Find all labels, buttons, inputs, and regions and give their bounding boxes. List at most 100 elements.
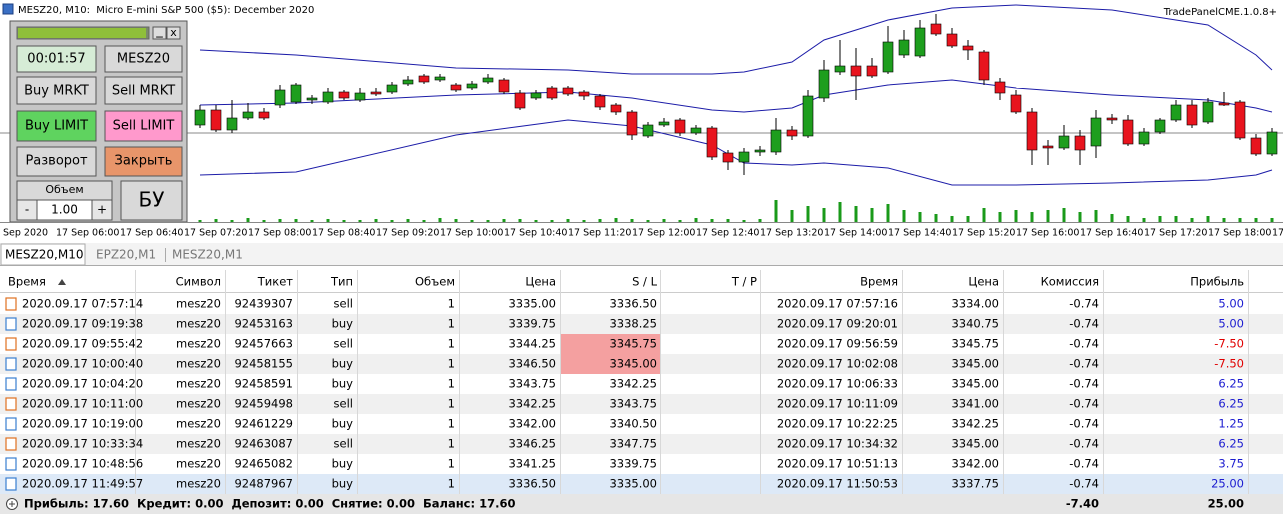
cell: mesz20 — [176, 337, 221, 351]
cell: 3336.50 — [609, 297, 657, 311]
cell: mesz20 — [176, 457, 221, 471]
cell: 2020.09.17 07:57:14 — [22, 297, 143, 311]
volume-bar — [950, 216, 954, 222]
cell: 92439307 — [234, 297, 293, 311]
volume-bar — [230, 220, 234, 222]
tab-label[interactable]: MESZ20,M10 — [5, 248, 83, 262]
volume-bar — [742, 220, 746, 222]
candle-body — [402, 79, 414, 85]
close-button[interactable]: Закрыть — [104, 146, 183, 177]
volume-bar — [294, 219, 298, 222]
tab-label[interactable]: MESZ20,M1 — [172, 248, 243, 262]
cell: mesz20 — [176, 357, 221, 371]
chart-bg — [0, 0, 1283, 222]
cell: 2020.09.17 10:02:08 — [777, 357, 898, 371]
candle-body — [1186, 104, 1198, 126]
cell: 2020.09.17 10:48:56 — [22, 457, 143, 471]
column-header[interactable]: T / P — [731, 275, 757, 289]
cell: 3335.00 — [508, 297, 556, 311]
footer-profit: 25.00 — [1208, 497, 1244, 511]
deal-icon — [5, 377, 17, 391]
volume-bar — [886, 204, 890, 222]
row-bg[interactable] — [0, 454, 1283, 474]
volume-bar — [1078, 212, 1082, 222]
cell: 1 — [448, 477, 455, 491]
cell: 3338.25 — [609, 317, 657, 331]
deal-icon — [5, 317, 17, 331]
volume-bar — [582, 220, 586, 222]
sell-limit-button[interactable]: Sell LIMIT — [104, 110, 183, 142]
candle-body — [1026, 111, 1038, 151]
progress-fill — [18, 28, 146, 38]
minimize-button[interactable]: _ — [152, 24, 167, 40]
candle-body — [1170, 104, 1182, 121]
cell: -0.74 — [1069, 437, 1099, 451]
column-header[interactable]: S / L — [632, 275, 657, 289]
column-header[interactable]: Объем — [415, 275, 455, 289]
x-tick-label: 17 Sep 18:00 — [1208, 228, 1271, 239]
volume-bar — [534, 220, 538, 222]
row-bg[interactable] — [0, 294, 1283, 314]
candle-body — [690, 127, 702, 134]
breakeven-button[interactable]: БУ — [120, 180, 183, 221]
volume-input[interactable]: 1.00 — [36, 199, 93, 221]
cell: 1 — [448, 437, 455, 451]
row-bg[interactable] — [0, 414, 1283, 434]
symbol-button[interactable]: MESZ20 — [104, 45, 183, 73]
volume-minus-button[interactable]: - — [16, 199, 38, 221]
row-bg[interactable] — [0, 474, 1283, 494]
row-bg[interactable] — [0, 374, 1283, 394]
volume-bar — [550, 220, 554, 222]
cell: buy — [332, 317, 354, 331]
close-panel-button[interactable]: x — [166, 26, 181, 40]
volume-caption: Объем — [45, 183, 83, 196]
row-bg[interactable] — [0, 434, 1283, 454]
candle-body — [994, 81, 1006, 94]
buy-market-button[interactable]: Buy MRKT — [16, 76, 97, 105]
candle-body — [434, 76, 446, 81]
x-tick-label: 17 Sep 13:20 — [760, 228, 823, 239]
deal-icon — [5, 477, 17, 491]
buy-limit-button[interactable]: Buy LIMIT — [16, 110, 97, 142]
candle-body — [786, 129, 798, 137]
column-header[interactable]: Тикет — [257, 275, 294, 289]
column-header[interactable]: Символ — [176, 275, 221, 289]
column-header[interactable]: Комиссия — [1041, 275, 1099, 289]
column-header[interactable]: Цена — [968, 275, 999, 289]
volume-bar — [278, 219, 282, 222]
candle-body — [610, 104, 622, 113]
cell: buy — [332, 357, 354, 371]
cell: 3342.25 — [609, 377, 657, 391]
cell: 6.25 — [1218, 437, 1244, 451]
cell: 3345.00 — [951, 437, 999, 451]
column-header[interactable]: Прибыль — [1190, 275, 1244, 289]
cell: 1.25 — [1218, 417, 1244, 431]
volume-bar — [870, 208, 874, 222]
volume-bar — [502, 219, 506, 222]
volume-bar — [902, 210, 906, 222]
column-header[interactable]: Цена — [525, 275, 556, 289]
chart-pane — [0, 0, 1283, 222]
column-header[interactable]: Время — [860, 275, 898, 289]
column-header[interactable]: Тип — [330, 275, 353, 289]
volume-bar — [310, 220, 314, 222]
row-bg[interactable] — [0, 314, 1283, 334]
cell: -0.74 — [1069, 417, 1099, 431]
candle-body — [946, 33, 958, 47]
cell: 3342.00 — [951, 457, 999, 471]
cell: 2020.09.17 10:11:09 — [777, 397, 898, 411]
cell: -0.74 — [1069, 297, 1099, 311]
volume-bar — [1190, 218, 1194, 222]
column-header[interactable]: Время — [8, 275, 46, 289]
cell: 5.00 — [1218, 317, 1244, 331]
candle-body — [914, 27, 926, 57]
cell: mesz20 — [176, 397, 221, 411]
candle-body — [658, 121, 670, 126]
sell-market-button[interactable]: Sell MRKT — [104, 76, 183, 105]
row-bg[interactable] — [0, 394, 1283, 414]
volume-plus-button[interactable]: + — [91, 199, 113, 221]
cell: 3340.75 — [951, 317, 999, 331]
tab-label[interactable]: EPZ20,M1 — [96, 248, 156, 262]
candle-body — [802, 95, 814, 137]
reverse-button[interactable]: Разворот — [16, 146, 97, 177]
